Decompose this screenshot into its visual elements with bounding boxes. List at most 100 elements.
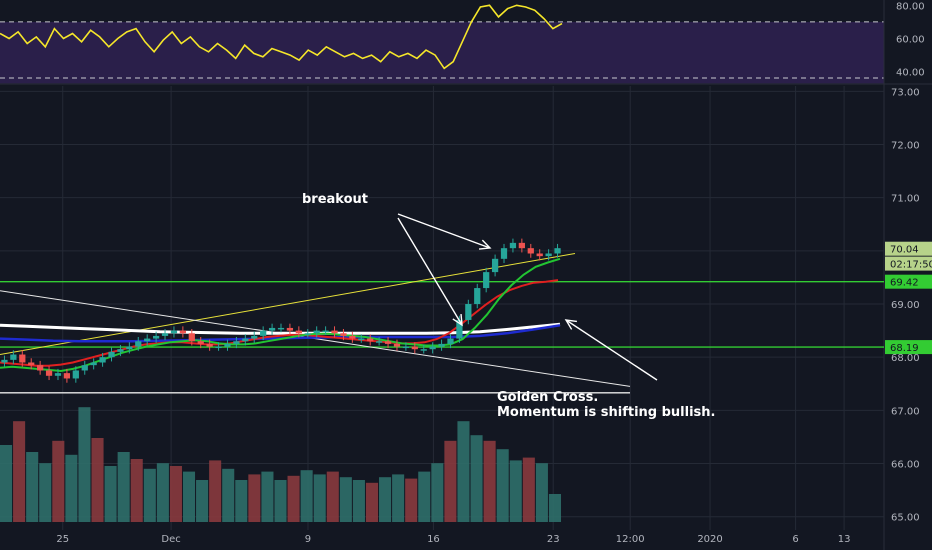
- candle-body: [19, 354, 26, 363]
- rsi-overbought-band: [0, 21, 884, 84]
- volume-bar: [405, 478, 418, 522]
- candle-body: [260, 330, 267, 336]
- candle-body: [518, 242, 525, 249]
- volume-bar: [65, 454, 78, 522]
- candle-body: [54, 373, 62, 376]
- ma-white-line: [0, 322, 561, 335]
- volume-bar: [261, 471, 274, 522]
- candle-body: [286, 327, 294, 331]
- candle-body: [81, 365, 88, 371]
- time-tick-label: 23: [547, 534, 560, 545]
- volume-bar: [365, 482, 379, 522]
- candle-body: [135, 341, 142, 347]
- volume-bar: [483, 440, 496, 522]
- annotation-golden-cross: Golden Cross.: [497, 390, 598, 405]
- candle-body: [420, 349, 427, 351]
- candle-body: [402, 346, 410, 349]
- candle-body: [304, 333, 311, 335]
- price-tags: 70.04 02:17:50 69.42 68.19: [885, 241, 932, 355]
- price-tag-label-3: 68.19: [890, 343, 919, 354]
- candle-body: [188, 333, 195, 342]
- candle-body: [536, 253, 543, 257]
- price-tick-label: 65.00: [891, 513, 920, 524]
- price-tag-label-1: 02:17:50: [890, 260, 932, 271]
- volume-bar: [535, 463, 548, 522]
- volume-bar: [117, 452, 130, 522]
- candle-body: [224, 343, 231, 347]
- price-tag-box-0: [885, 241, 932, 256]
- price-tag-label-0: 70.04: [890, 245, 919, 256]
- volume-bar: [313, 474, 326, 522]
- candle-body: [509, 242, 517, 249]
- candle-body: [483, 272, 490, 289]
- volume-bar: [209, 460, 222, 522]
- volume-bar: [78, 407, 91, 522]
- volume-bar: [156, 463, 169, 522]
- volume-bar: [274, 480, 287, 522]
- volume-bar: [352, 480, 365, 522]
- candle-body: [117, 349, 124, 352]
- candle-body: [313, 330, 320, 334]
- annotation-breakout: breakout: [302, 192, 368, 207]
- volume-bar: [91, 438, 104, 522]
- time-tick-label: 12:00: [616, 534, 645, 545]
- candle-body: [72, 370, 79, 379]
- candle-body: [384, 341, 392, 344]
- candle-body: [545, 253, 552, 257]
- time-tick-label: Dec: [161, 534, 180, 545]
- ema-red-line: [0, 279, 559, 367]
- price-tag-box-2: [885, 274, 932, 289]
- volume-bar: [130, 459, 143, 522]
- price-tick-label: 67.00: [891, 406, 920, 417]
- volume-bar: [457, 421, 470, 522]
- candle-body: [331, 330, 338, 334]
- candle-body: [28, 362, 35, 366]
- time-axis-ticks: 25 Dec 9 16 23 12:00 2020 6 13: [56, 534, 850, 545]
- price-tag-box-3: [885, 340, 932, 355]
- candle-body: [554, 248, 561, 254]
- price-tag-box-1: [885, 256, 932, 271]
- volume-bar: [392, 474, 405, 522]
- price-tick-label: 66.00: [891, 460, 920, 471]
- rsi-tick-label: 80.00: [896, 1, 925, 12]
- rsi-line: [0, 4, 563, 70]
- rsi-dashed-levels: [0, 21, 884, 79]
- candle-body: [108, 351, 115, 358]
- candle-body: [429, 346, 436, 350]
- price-panel[interactable]: breakout Golden Cross. Momentum is shift…: [0, 86, 932, 545]
- candle-body: [233, 341, 240, 344]
- candle-body: [376, 341, 383, 343]
- price-grid: [0, 86, 884, 530]
- volume-bar: [418, 471, 431, 522]
- candle-body: [358, 338, 365, 341]
- time-tick-label: 2020: [697, 534, 722, 545]
- time-tick-label: 16: [427, 534, 440, 545]
- candle-body: [438, 343, 445, 347]
- annotation-arrows: [397, 213, 658, 381]
- volume-bar: [431, 463, 444, 522]
- candle-body: [126, 346, 133, 350]
- arrow-head-0: [478, 239, 492, 250]
- candle-body: [215, 346, 222, 349]
- candle-body: [322, 330, 329, 333]
- candle-body: [277, 327, 285, 330]
- candle-body: [349, 335, 356, 339]
- arrow-shaft-0: [397, 213, 491, 249]
- candle-body: [63, 373, 71, 379]
- volume-bar: [196, 480, 209, 522]
- candle-body: [251, 335, 258, 339]
- volume-bar: [13, 421, 26, 522]
- volume-bar: [379, 477, 392, 522]
- candle-body: [411, 346, 418, 350]
- volume-bar: [52, 440, 65, 522]
- arrow-head-1: [452, 313, 463, 327]
- time-tick-label: 9: [305, 534, 311, 545]
- candle-body: [393, 343, 401, 347]
- volume-bars: [0, 407, 561, 522]
- rsi-panel[interactable]: 80.00 60.00 40.00: [0, 1, 925, 84]
- rsi-tick-label: 40.00: [896, 68, 925, 79]
- arrow-shaft-1: [397, 217, 463, 326]
- volume-bar: [222, 468, 235, 522]
- volume-bar: [143, 468, 156, 522]
